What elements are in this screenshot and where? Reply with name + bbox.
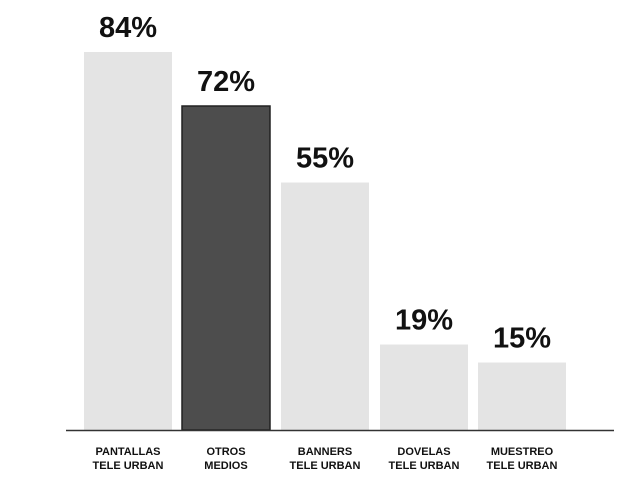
value-label-5: 15% (493, 323, 551, 355)
bar-2 (181, 105, 271, 431)
bar-5 (478, 362, 566, 430)
category-label-4-line-2: TELE URBAN (389, 460, 460, 472)
category-label-2-line-2: MEDIOS (204, 460, 247, 472)
category-label-4-line-1: DOVELAS (397, 446, 450, 458)
category-label-5-line-1: MUESTREO (491, 446, 554, 458)
value-label-1: 84% (99, 12, 157, 44)
bar-1 (84, 52, 172, 430)
bar-4 (380, 344, 468, 430)
category-label-5-line-2: TELE URBAN (487, 460, 558, 472)
category-label-2-line-1: OTROS (206, 446, 245, 458)
category-label-1-line-2: TELE URBAN (93, 460, 164, 472)
category-label-1-line-1: PANTALLAS (96, 446, 161, 458)
value-label-4: 19% (395, 305, 453, 337)
value-label-2: 72% (197, 66, 255, 98)
value-label-3: 55% (296, 143, 354, 175)
category-label-3-line-2: TELE URBAN (290, 460, 361, 472)
bar-3 (281, 182, 369, 430)
category-label-3-line-1: BANNERS (298, 446, 352, 458)
